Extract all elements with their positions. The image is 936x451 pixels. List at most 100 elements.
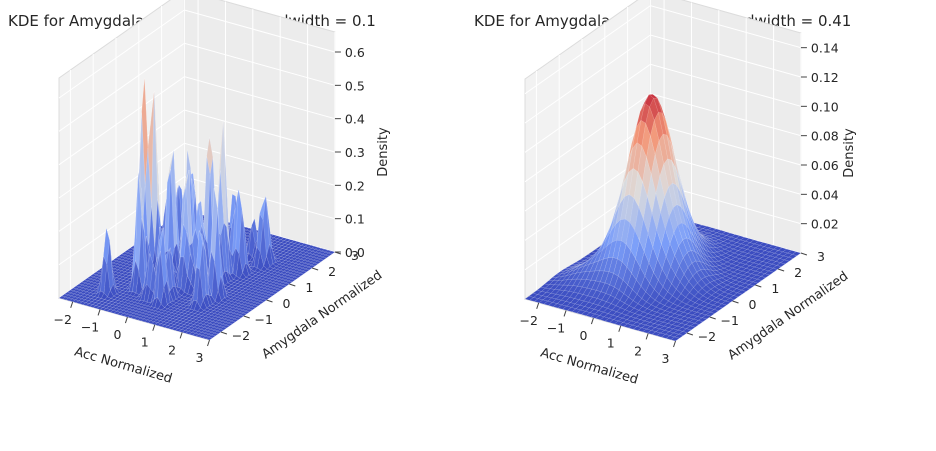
- surface-facet: [729, 295, 739, 300]
- surface-facet: [322, 254, 330, 259]
- y-tick-label: 0: [749, 297, 757, 312]
- y-tick-mark: [709, 316, 716, 320]
- y-tick-mark: [686, 332, 694, 336]
- surface-facet: [296, 272, 305, 277]
- surface-facet: [208, 334, 216, 339]
- z-tick-label: 0.02: [811, 217, 839, 232]
- y-tick-label: −2: [232, 328, 250, 343]
- x-tick-mark: [563, 310, 567, 317]
- surface-facet: [760, 273, 771, 278]
- x-tick-label: −2: [519, 313, 537, 328]
- x-tick-label: 1: [607, 336, 615, 351]
- z-tick-label: 0.3: [345, 145, 365, 160]
- y-tick-label: −1: [254, 312, 272, 327]
- z-axis-label: Density: [376, 127, 391, 177]
- x-tick-mark: [645, 333, 649, 340]
- surface: [58, 78, 336, 341]
- x-tick-label: 0: [113, 327, 121, 342]
- x-tick-mark: [673, 340, 676, 348]
- surface-facet: [308, 264, 316, 269]
- x-axis-label: Acc Normalized: [539, 346, 640, 388]
- surface-facet: [674, 333, 684, 339]
- surface-facet: [282, 282, 290, 287]
- surface-facet: [316, 258, 324, 263]
- x-tick-label: 2: [168, 342, 176, 357]
- surface-facet: [740, 287, 751, 292]
- surface-facet: [211, 332, 219, 337]
- surface-facet: [293, 274, 302, 279]
- z-tick-label: 0.10: [811, 99, 839, 114]
- x-tick-label: 3: [662, 351, 670, 366]
- surface-facet: [717, 303, 727, 309]
- y-tick-label: −1: [720, 313, 738, 328]
- surface-facet: [205, 336, 213, 341]
- z-tick-label: 0.0: [345, 245, 365, 260]
- surface-facet: [752, 278, 763, 284]
- surface-facet: [222, 324, 230, 329]
- surface-facet: [225, 322, 233, 327]
- x-tick-mark: [70, 301, 74, 308]
- surface-facet: [768, 267, 778, 273]
- x-tick-label: 1: [141, 335, 149, 350]
- x-tick-label: −1: [81, 319, 99, 334]
- surface-facet: [279, 284, 287, 289]
- y-tick-label: −2: [698, 329, 716, 344]
- x-tick-mark: [536, 302, 540, 309]
- surface-facet: [234, 316, 242, 321]
- surface-facet: [239, 312, 248, 317]
- kde-panel-bandwidth-0.1: KDE for Amygdala and Acc with Bandwidth …: [8, 0, 391, 387]
- surface-facet: [776, 262, 786, 267]
- surface-facet: [713, 306, 723, 311]
- surface-facet: [682, 328, 692, 333]
- y-tick-mark: [732, 300, 739, 304]
- surface-facet: [231, 318, 239, 323]
- surface-facet: [219, 326, 228, 331]
- y-tick-mark: [220, 331, 228, 335]
- y-tick-mark: [777, 268, 785, 272]
- surface-facet: [288, 278, 296, 283]
- x-tick-mark: [97, 309, 101, 316]
- y-tick-mark: [311, 267, 319, 271]
- surface-facet: [285, 280, 293, 285]
- surface-facet: [228, 320, 236, 325]
- y-tick-label: 0: [283, 296, 291, 311]
- surface-facet: [242, 310, 250, 315]
- z-tick-label: 0.12: [811, 70, 839, 85]
- surface-facet: [313, 260, 322, 265]
- surface-facet: [791, 251, 802, 256]
- y-tick-label: 2: [794, 265, 802, 280]
- surface-facet: [302, 268, 310, 273]
- surface-facet: [319, 256, 327, 261]
- z-tick-label: 0.6: [345, 45, 365, 60]
- surface-facet: [271, 290, 279, 295]
- kde-panel-bandwidth-0.41: KDE for Amygdala and Acc with Bandwidth …: [474, 0, 857, 388]
- z-tick-label: 0.2: [345, 178, 365, 193]
- surface-facet: [217, 328, 225, 333]
- x-tick-mark: [124, 316, 128, 324]
- z-tick-label: 0.04: [811, 187, 839, 202]
- surface-facet: [733, 292, 743, 298]
- z-tick-label: 0.4: [345, 112, 365, 127]
- surface-facet: [784, 256, 794, 262]
- x-tick-mark: [179, 332, 183, 339]
- surface-facet: [254, 302, 262, 307]
- surface-facet: [256, 300, 265, 305]
- y-tick-label: 3: [817, 249, 825, 264]
- z-tick-label: 0.08: [811, 129, 839, 144]
- x-tick-label: 3: [196, 350, 204, 365]
- surface-facet: [248, 306, 256, 311]
- surface-facet: [311, 262, 319, 267]
- surface: [524, 93, 802, 342]
- x-axis-label: Acc Normalized: [73, 345, 174, 387]
- y-tick-mark: [266, 299, 273, 303]
- surface-facet: [744, 284, 755, 289]
- y-tick-mark: [800, 252, 808, 256]
- surface-facet: [705, 311, 716, 317]
- surface-facet: [262, 296, 270, 301]
- y-tick-label: 3: [351, 248, 359, 263]
- surface-facet: [299, 270, 307, 275]
- y-tick-label: 2: [328, 264, 336, 279]
- surface-facet: [697, 317, 708, 322]
- surface-facet: [305, 266, 313, 271]
- surface-facet: [236, 314, 245, 319]
